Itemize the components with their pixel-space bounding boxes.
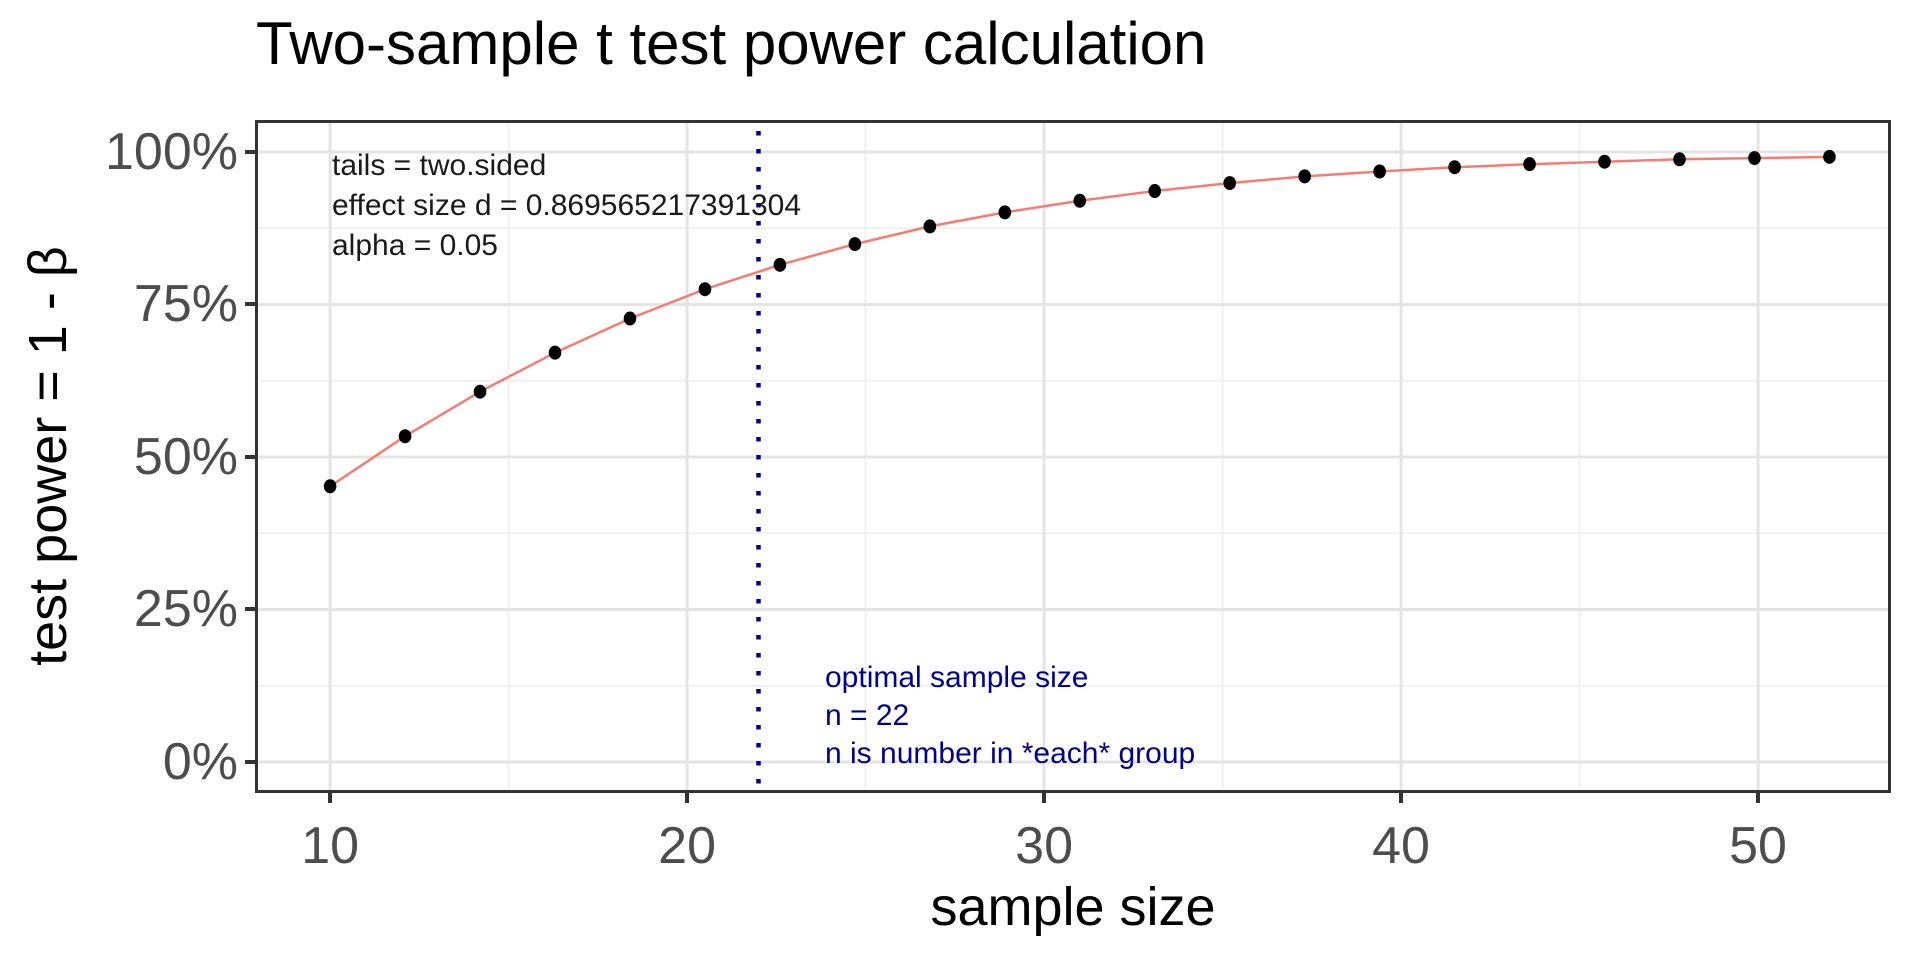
data-point [623, 311, 637, 326]
x-tick-label: 50 [1729, 817, 1787, 875]
x-axis-tick [1399, 790, 1404, 803]
data-point [548, 345, 562, 360]
plot-panel [255, 120, 1891, 793]
data-point [998, 205, 1012, 220]
y-axis-tick [245, 454, 258, 459]
data-point [1523, 157, 1536, 172]
annotation-optimal-n: n = 22 [825, 699, 910, 732]
y-axis-tick [245, 302, 258, 307]
annotation-optimal-note: n is number in *each* group [825, 737, 1196, 770]
data-point [698, 282, 712, 297]
x-axis-tick [1756, 790, 1761, 803]
x-axis-tick [685, 790, 690, 803]
data-point [923, 219, 937, 234]
data-point [1298, 169, 1311, 184]
data-point [1823, 149, 1836, 164]
data-point [1223, 176, 1237, 191]
data-point [1598, 154, 1611, 169]
annotation-effect-size: effect size d = 0.869565217391304 [332, 189, 802, 222]
y-axis-tick [245, 607, 258, 612]
annotation-optimal-title: optimal sample size [825, 661, 1089, 694]
plot-canvas [258, 123, 1888, 790]
data-point [323, 479, 337, 494]
data-point [1073, 193, 1087, 208]
annotation-alpha: alpha = 0.05 [332, 229, 498, 262]
y-tick-label: 25% [133, 580, 238, 639]
x-axis-tick [328, 790, 333, 803]
data-point [848, 237, 862, 252]
data-point [1673, 152, 1686, 167]
y-tick-label: 100% [105, 122, 238, 181]
y-tick-label: 75% [133, 275, 238, 334]
data-point [1748, 151, 1761, 166]
data-point [398, 429, 412, 444]
data-point [1448, 160, 1461, 175]
chart-title: Two-sample t test power calculation [256, 10, 1207, 77]
x-axis-tick [1042, 790, 1047, 803]
x-axis-title: sample size [930, 877, 1216, 937]
data-point [473, 384, 487, 399]
annotation-test-parameters: tails = two.sided effect size d = 0.8695… [332, 146, 801, 266]
annotation-optimal-sample-size: optimal sample size n = 22 n is number i… [825, 659, 1195, 773]
data-point [773, 257, 787, 272]
x-tick-label: 20 [658, 817, 717, 875]
y-tick-label: 50% [133, 427, 238, 486]
x-tick-label: 10 [301, 817, 360, 875]
annotation-tails: tails = two.sided [332, 149, 547, 182]
y-axis-tick [245, 759, 258, 764]
y-tick-label: 0% [162, 732, 238, 791]
data-point [1148, 184, 1162, 199]
x-tick-label: 40 [1372, 817, 1430, 875]
y-axis-tick [245, 149, 258, 154]
x-tick-label: 30 [1015, 817, 1073, 875]
data-point [1373, 164, 1386, 179]
